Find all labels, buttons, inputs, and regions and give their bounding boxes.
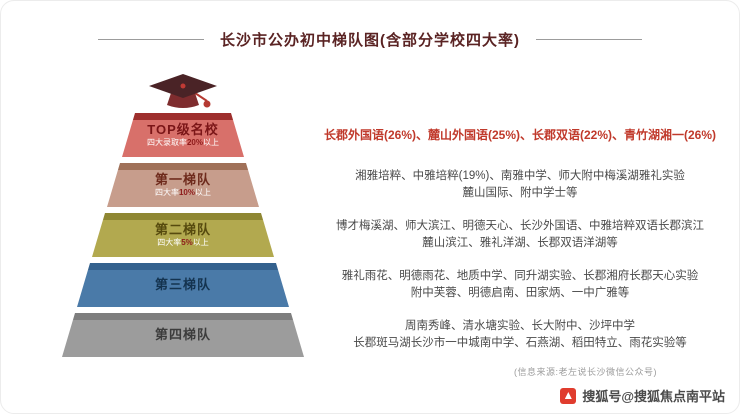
tier-3-desc: 雅礼雨花、明德雨花、地质中学、同升湖实验、长郡湘府长郡天心实验 附中芙蓉、明德启… — [313, 263, 727, 307]
tier-1-sub-suffix: 以上 — [195, 187, 211, 197]
tier-1-sub-percent: 10% — [178, 187, 195, 197]
tier-top-label: TOP级名校 — [147, 121, 219, 137]
title-rule-left — [98, 39, 204, 40]
tier-3-desc-line1: 雅礼雨花、明德雨花、地质中学、同升湖实验、长郡湘府长郡天心实验 — [341, 269, 699, 282]
tier-2-sub-prefix: 四大率 — [157, 237, 182, 247]
source-note: (信息来源:老左说长沙微信公众号) — [514, 367, 657, 377]
tier-1-sub-prefix: 四大率 — [154, 187, 179, 197]
tier-2-label: 第二梯队 — [154, 221, 211, 237]
tier-2-desc-line1: 博才梅溪湖、师大滨江、明德天心、长沙外国语、中雅培粹双语长郡滨江 — [336, 219, 704, 232]
tier-3-label: 第三梯队 — [154, 276, 211, 292]
tier-3: 第三梯队 — [77, 263, 289, 307]
tier-top-sub-percent: 20% — [186, 137, 203, 147]
tier-2-sub: 四大率5%以上 — [157, 238, 209, 248]
tier-2-desc: 博才梅溪湖、师大滨江、明德天心、长沙外国语、中雅培粹双语长郡滨江 麓山滨江、雅礼… — [313, 213, 727, 257]
tier-1-sub: 四大率10%以上 — [155, 188, 211, 198]
tier-4-desc: 周南秀峰、清水塘实验、长大附中、沙坪中学 长郡斑马湖长沙市一中城南中学、石燕湖、… — [313, 313, 727, 357]
tier-1-desc-line2: 麓山国际、附中学士等 — [462, 187, 578, 199]
tier-1-label: 第一梯队 — [154, 171, 211, 187]
tier-2-sub-suffix: 以上 — [192, 237, 209, 247]
tier-1-desc: 湘雅培粹、中雅培粹(19%)、南雅中学、师大附中梅溪湖雅礼实验 麓山国际、附中学… — [313, 163, 727, 207]
tier-1: 第一梯队 四大率10%以上 — [107, 163, 259, 207]
header: 长沙市公办初中梯队图(含部分学校四大率) — [1, 29, 739, 50]
title-rule-right — [536, 39, 642, 40]
tier-top-sub: 四大录取率20%以上 — [147, 138, 219, 148]
tier-4-desc-line1: 周南秀峰、清水塘实验、长大附中、沙坪中学 — [405, 319, 635, 332]
watermark-text: 搜狐号@搜狐焦点南平站 — [582, 389, 725, 404]
tier-4: 第四梯队 — [62, 313, 304, 357]
tier-3-desc-line2: 附中芙蓉、明德启南、田家炳、一中广雅等 — [410, 287, 630, 299]
tier-4-desc-line2: 长郡斑马湖长沙市一中城南中学、石燕湖、稻田特立、雨花实验等 — [353, 337, 687, 349]
tier-top-desc: 长郡外国语(26%)、麓山外国语(25%)、长郡双语(22%)、青竹湖湘一(26… — [313, 113, 727, 157]
tier-2-sub-percent: 5% — [181, 237, 193, 247]
tier-4-label: 第四梯队 — [154, 326, 211, 342]
tier-2-desc-line2: 麓山滨江、雅礼洋湖、长郡双语洋湖等 — [422, 237, 618, 249]
watermark: 搜狐号@搜狐焦点南平站 — [560, 386, 725, 405]
graduation-cap-icon — [141, 71, 225, 115]
page-title: 长沙市公办初中梯队图(含部分学校四大率) — [220, 32, 520, 49]
tier-1-desc-line1: 湘雅培粹、中雅培粹(19%)、南雅中学、师大附中梅溪湖雅礼实验 — [355, 169, 685, 182]
tier-2: 第二梯队 四大率5%以上 — [92, 213, 274, 257]
sohu-focus-logo-icon — [560, 387, 577, 404]
tier-top-desc-line1: 长郡外国语(26%)、麓山外国语(25%)、长郡双语(22%)、青竹湖湘一(26… — [323, 128, 717, 142]
tier-top-sub-suffix: 以上 — [203, 137, 219, 147]
tier-top: TOP级名校 四大录取率20%以上 — [122, 113, 244, 157]
tier-top-sub-prefix: 四大录取率 — [146, 137, 187, 147]
